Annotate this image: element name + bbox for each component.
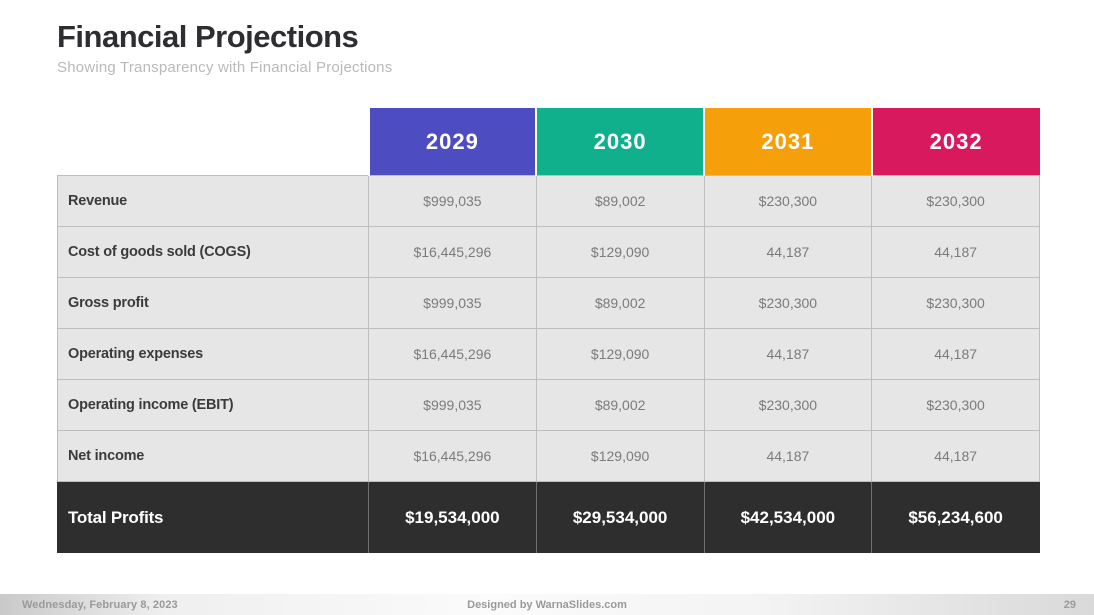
row-label-operating-income: Operating income (EBIT)	[57, 379, 369, 431]
table-header-row: 2029 2030 2031 2032	[57, 108, 1040, 176]
total-value: $42,534,000	[703, 481, 873, 553]
cell-value: $230,300	[871, 277, 1040, 329]
cell-value: $230,300	[703, 175, 873, 227]
column-header-2031: 2031	[703, 108, 872, 176]
cell-value: $89,002	[535, 379, 705, 431]
financial-projections-table: 2029 2030 2031 2032 Revenue $999,035 $89…	[57, 108, 1040, 553]
cell-value: 44,187	[871, 226, 1040, 278]
cell-value: 44,187	[871, 328, 1040, 380]
cell-value: $230,300	[871, 175, 1040, 227]
column-header-2029: 2029	[367, 108, 537, 176]
cell-value: 44,187	[703, 328, 873, 380]
cell-value: $129,090	[535, 430, 705, 482]
row-label-revenue: Revenue	[57, 175, 369, 227]
page-number: 29	[1063, 598, 1076, 611]
cell-value: $230,300	[871, 379, 1040, 431]
cell-value: 44,187	[703, 430, 873, 482]
cell-value: $999,035	[368, 379, 537, 431]
column-header-2032: 2032	[870, 108, 1040, 176]
row-label-net-income: Net income	[57, 430, 369, 482]
table-row: Operating income (EBIT) $999,035 $89,002…	[57, 379, 1040, 431]
footer-date: Wednesday, February 8, 2023	[22, 598, 178, 611]
total-value: $19,534,000	[368, 481, 537, 553]
cell-value: $16,445,296	[368, 328, 537, 380]
cell-value: $230,300	[703, 277, 873, 329]
total-value: $29,534,000	[535, 481, 705, 553]
page-title: Financial Projections	[57, 19, 359, 54]
row-label-total-profits: Total Profits	[57, 481, 369, 553]
cell-value: $999,035	[368, 277, 537, 329]
footer-bar: Wednesday, February 8, 2023 Designed by …	[0, 594, 1094, 615]
table-row: Gross profit $999,035 $89,002 $230,300 $…	[57, 277, 1040, 329]
cell-value: $16,445,296	[368, 430, 537, 482]
cell-value: $129,090	[535, 328, 705, 380]
row-label-cogs: Cost of goods sold (COGS)	[57, 226, 369, 278]
footer-credit: Designed by WarnaSlides.com	[467, 598, 627, 611]
table-total-row: Total Profits $19,534,000 $29,534,000 $4…	[57, 481, 1040, 553]
table-row: Revenue $999,035 $89,002 $230,300 $230,3…	[57, 175, 1040, 227]
cell-value: $230,300	[703, 379, 873, 431]
row-label-operating-expenses: Operating expenses	[57, 328, 369, 380]
cell-value: $129,090	[535, 226, 705, 278]
cell-value: 44,187	[703, 226, 873, 278]
row-label-gross-profit: Gross profit	[57, 277, 369, 329]
table-row: Cost of goods sold (COGS) $16,445,296 $1…	[57, 226, 1040, 278]
cell-value: $16,445,296	[368, 226, 537, 278]
total-value: $56,234,600	[871, 481, 1040, 553]
title-block: Financial Projections Showing Transparen…	[57, 19, 393, 77]
column-header-2030: 2030	[535, 108, 704, 176]
table-row: Operating expenses $16,445,296 $129,090 …	[57, 328, 1040, 380]
table-corner-cell	[57, 108, 369, 176]
table-row: Net income $16,445,296 $129,090 44,187 4…	[57, 430, 1040, 482]
cell-value: $89,002	[535, 175, 705, 227]
cell-value: $89,002	[535, 277, 705, 329]
cell-value: $999,035	[368, 175, 537, 227]
page-subtitle: Showing Transparency with Financial Proj…	[57, 59, 393, 77]
cell-value: 44,187	[871, 430, 1040, 482]
